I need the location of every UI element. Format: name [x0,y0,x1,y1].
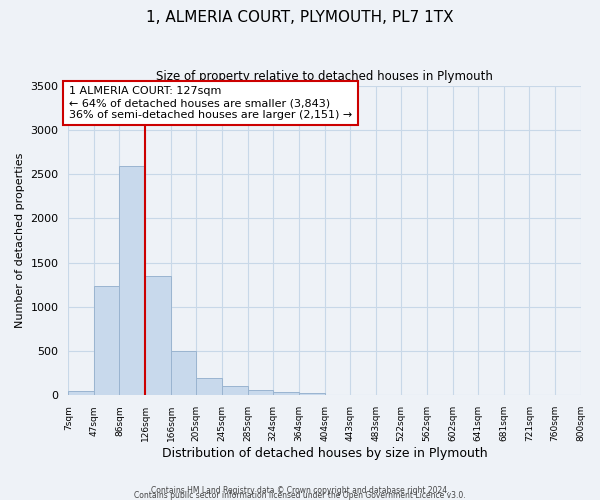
Bar [248,390,273,396]
Title: Size of property relative to detached houses in Plymouth: Size of property relative to detached ho… [156,70,493,83]
Bar [94,286,119,396]
Bar [222,386,248,396]
Bar [273,392,299,396]
Text: Contains HM Land Registry data © Crown copyright and database right 2024.: Contains HM Land Registry data © Crown c… [151,486,449,495]
Y-axis label: Number of detached properties: Number of detached properties [15,153,25,328]
Bar [196,378,222,396]
Text: Contains public sector information licensed under the Open Government Licence v3: Contains public sector information licen… [134,491,466,500]
X-axis label: Distribution of detached houses by size in Plymouth: Distribution of detached houses by size … [161,447,487,460]
Text: 1 ALMERIA COURT: 127sqm
← 64% of detached houses are smaller (3,843)
36% of semi: 1 ALMERIA COURT: 127sqm ← 64% of detache… [69,86,352,120]
Bar [299,392,325,396]
Bar [119,166,145,396]
Bar [171,351,196,396]
Bar [68,391,94,396]
Bar [145,276,171,396]
Text: 1, ALMERIA COURT, PLYMOUTH, PL7 1TX: 1, ALMERIA COURT, PLYMOUTH, PL7 1TX [146,10,454,25]
